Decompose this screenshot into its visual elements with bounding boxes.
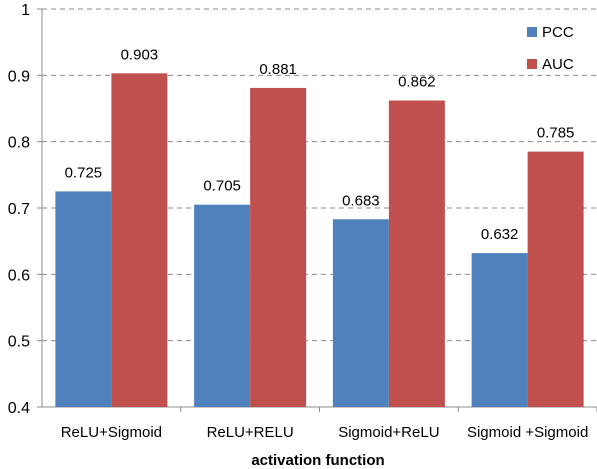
y-tick-label: 0.5 [8,334,30,351]
y-tick-label: 0.6 [8,267,30,284]
bar-auc [388,100,445,407]
legend: PCC AUC [527,24,574,73]
data-label-auc: 0.881 [259,61,297,78]
data-label-pcc: 0.683 [342,192,380,209]
bar-auc [250,87,307,407]
y-tick-label: 1 [21,2,30,19]
bar-pcc [55,191,112,407]
legend-swatch-pcc [527,27,537,37]
y-tick-label: 0.7 [8,201,30,218]
bars [55,73,584,408]
legend-swatch-auc [527,59,537,69]
data-labels: 0.725 0.903 0.705 0.881 0.683 0.862 0.632 0.785 [65,46,575,243]
x-tick-label: ReLU+RELU [207,424,294,441]
data-label-pcc: 0.632 [481,226,519,243]
legend-label-auc: AUC [542,56,574,73]
x-axis-title: activation function [251,452,384,469]
bar-pcc [332,219,389,407]
bar-auc [111,73,168,408]
data-label-auc: 0.903 [121,46,159,63]
y-tick-label: 0.4 [8,400,30,417]
legend-label-pcc: PCC [542,24,574,41]
bar-pcc [194,204,251,407]
x-tick-label: ReLU+Sigmoid [61,424,162,441]
data-label-pcc: 0.725 [65,164,103,181]
tick-labels: 0.4 0.5 0.6 0.7 0.8 0.9 1 ReLU+Sigmoid ReLU+RELU… [8,2,589,441]
data-label-pcc: 0.705 [203,178,241,195]
x-tick-label: Sigmoid+ReLU [338,424,439,441]
y-tick-label: 0.8 [8,135,30,152]
y-tick-label: 0.9 [8,68,30,85]
data-label-auc: 0.785 [537,125,575,142]
bar-pcc [471,253,528,407]
data-label-auc: 0.862 [398,74,436,91]
bar-auc [527,151,584,407]
x-tick-label: Sigmoid +Sigmoid [467,424,588,441]
